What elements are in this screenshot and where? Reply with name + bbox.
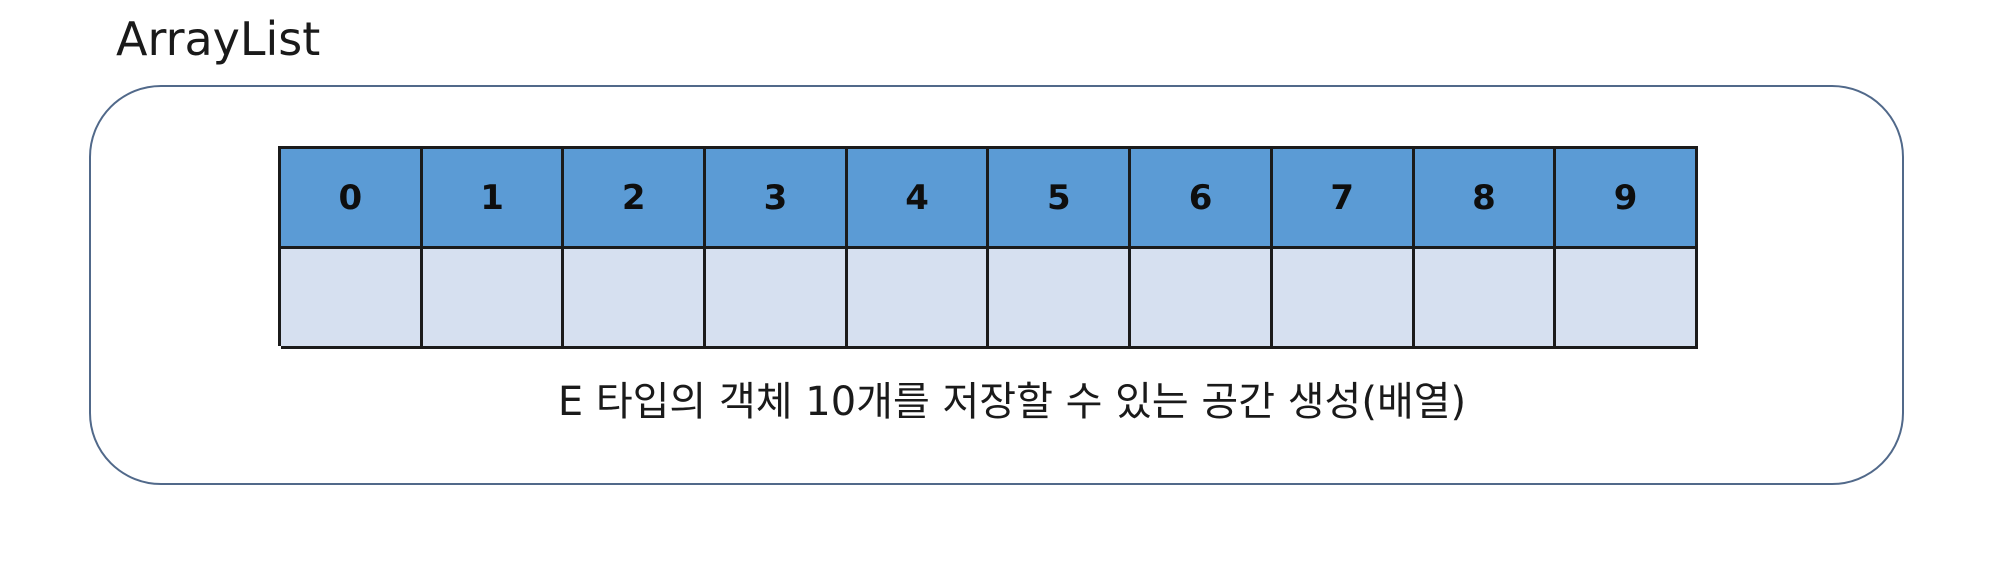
array-slot-cell bbox=[1414, 249, 1557, 349]
array-slot-cell bbox=[281, 249, 423, 349]
arraylist-container bbox=[89, 85, 1904, 485]
array-index-cell: 2 bbox=[564, 149, 707, 249]
array-index-cell: 3 bbox=[706, 149, 848, 249]
array-slot-cell bbox=[1556, 249, 1698, 349]
array-index-cell: 1 bbox=[422, 149, 565, 249]
array-slot-cell bbox=[1131, 249, 1273, 349]
array-slot-cell bbox=[989, 249, 1132, 349]
array-slot-cell bbox=[847, 249, 990, 349]
array-index-cell: 9 bbox=[1556, 149, 1698, 249]
array-index-cell: 5 bbox=[989, 149, 1132, 249]
array-index-cell: 0 bbox=[281, 149, 423, 249]
array-slot-cell bbox=[706, 249, 848, 349]
array-grid: 0 1 2 3 4 5 6 7 8 9 bbox=[278, 146, 1698, 349]
array-index-cell: 6 bbox=[1131, 149, 1273, 249]
array-index-cell: 4 bbox=[847, 149, 990, 249]
array-slot-cell bbox=[1272, 249, 1415, 349]
array-index-cell: 8 bbox=[1414, 149, 1557, 249]
array-slot-cell bbox=[422, 249, 565, 349]
array-caption: E 타입의 객체 10개를 저장할 수 있는 공간 생성(배열) bbox=[557, 379, 1467, 425]
arraylist-title: ArrayList bbox=[116, 12, 321, 66]
array-slot-cell bbox=[564, 249, 707, 349]
array-index-cell: 7 bbox=[1272, 149, 1415, 249]
